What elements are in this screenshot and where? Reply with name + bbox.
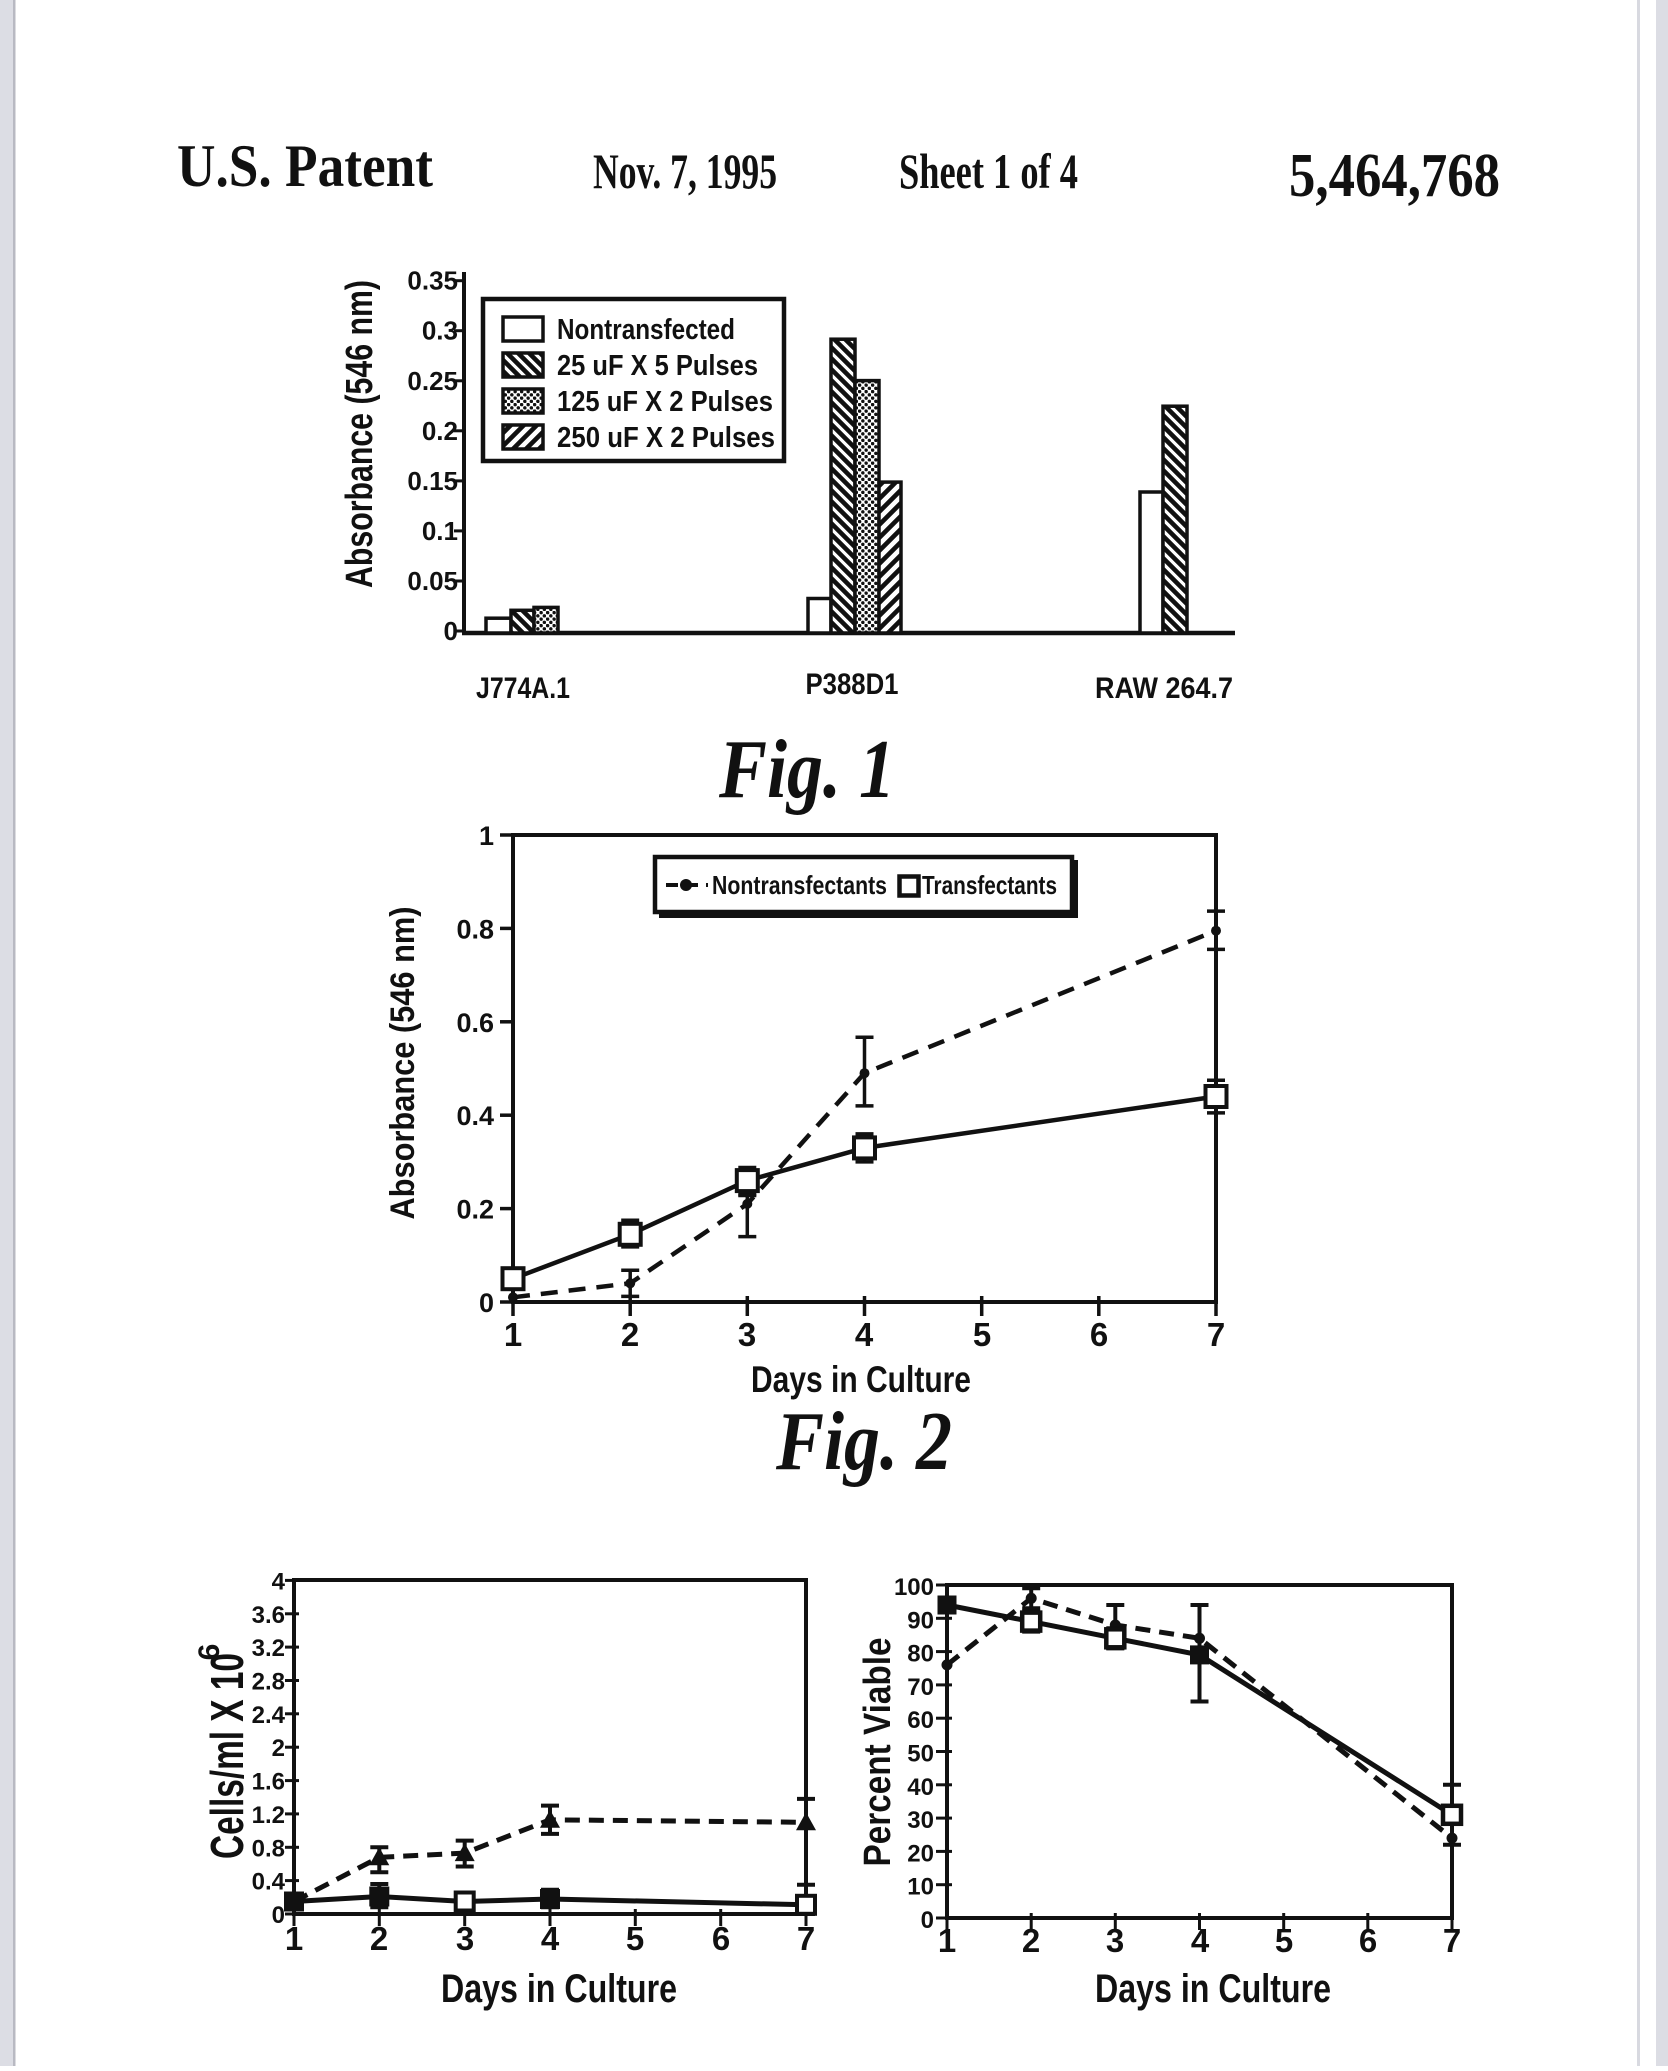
svg-text:0.1: 0.1	[422, 516, 458, 546]
svg-text:0.35: 0.35	[407, 266, 458, 296]
svg-text:Sheet 1 of 4: Sheet 1 of 4	[899, 143, 1078, 199]
svg-text:0.3: 0.3	[422, 316, 458, 346]
svg-text:2: 2	[621, 1316, 639, 1353]
svg-text:0: 0	[479, 1288, 494, 1318]
svg-text:0.6: 0.6	[456, 1008, 494, 1038]
svg-text:0.8: 0.8	[252, 1835, 285, 1862]
svg-text:2: 2	[1022, 1922, 1040, 1959]
svg-text:25 uF X 5 Pulses: 25 uF X 5 Pulses	[557, 350, 758, 382]
svg-text:0.05: 0.05	[407, 566, 458, 596]
svg-text:0.15: 0.15	[407, 466, 458, 496]
svg-text:7: 7	[1207, 1316, 1225, 1353]
svg-text:5: 5	[1275, 1922, 1293, 1959]
svg-text:4: 4	[541, 1920, 560, 1957]
svg-text:Days in Culture: Days in Culture	[1095, 1967, 1331, 2011]
svg-text:0.4: 0.4	[252, 1869, 286, 1896]
svg-text:2: 2	[370, 1920, 388, 1957]
svg-text:6: 6	[1090, 1316, 1108, 1353]
svg-text:0: 0	[921, 1907, 934, 1934]
svg-text:7: 7	[1443, 1922, 1461, 1959]
svg-text:P388D1: P388D1	[806, 668, 899, 701]
svg-text:Absorbance (546 nm): Absorbance (546 nm)	[384, 907, 422, 1220]
svg-text:20: 20	[907, 1840, 934, 1867]
svg-text:Fig. 1: Fig. 1	[718, 723, 895, 816]
svg-text:60: 60	[907, 1707, 934, 1734]
svg-text:1: 1	[938, 1922, 956, 1959]
svg-text:100: 100	[894, 1574, 934, 1601]
svg-text:3: 3	[1106, 1922, 1124, 1959]
svg-text:1: 1	[285, 1920, 303, 1957]
svg-text:10: 10	[907, 1874, 934, 1901]
svg-text:1: 1	[504, 1316, 522, 1353]
svg-text:1.2: 1.2	[252, 1802, 285, 1829]
svg-text:Nontransfected: Nontransfected	[557, 314, 735, 346]
svg-text:5: 5	[626, 1920, 644, 1957]
svg-text:J774A.1: J774A.1	[476, 672, 570, 705]
svg-text:4: 4	[855, 1316, 874, 1353]
svg-text:0.2: 0.2	[422, 416, 458, 446]
svg-text:2: 2	[272, 1735, 285, 1762]
svg-text:Transfectants: Transfectants	[922, 870, 1057, 900]
svg-text:Nov. 7, 1995: Nov. 7, 1995	[593, 143, 777, 199]
svg-text:3.6: 3.6	[252, 1602, 285, 1629]
svg-text:Days in Culture: Days in Culture	[441, 1967, 677, 2011]
svg-text:0.4: 0.4	[456, 1101, 494, 1131]
svg-text:50: 50	[907, 1741, 934, 1768]
svg-text:5: 5	[973, 1316, 991, 1353]
svg-text:3.2: 3.2	[252, 1635, 285, 1662]
svg-text:1.6: 1.6	[252, 1769, 285, 1796]
svg-text:6: 6	[193, 1644, 226, 1661]
svg-text:40: 40	[907, 1774, 934, 1801]
svg-text:0.25: 0.25	[407, 366, 458, 396]
svg-text:2.4: 2.4	[252, 1702, 286, 1729]
svg-text:2.8: 2.8	[252, 1668, 285, 1695]
svg-text:250 uF X 2 Pulses: 250 uF X 2 Pulses	[557, 422, 775, 454]
svg-text:Percent Viable: Percent Viable	[857, 1638, 899, 1867]
svg-text:3: 3	[456, 1920, 474, 1957]
svg-text:5,464,768: 5,464,768	[1289, 142, 1500, 210]
svg-text:30: 30	[907, 1807, 934, 1834]
svg-text:90: 90	[907, 1607, 934, 1634]
svg-text:0.8: 0.8	[456, 914, 494, 944]
svg-text:6: 6	[712, 1920, 730, 1957]
svg-text:Absorbance (546 nm): Absorbance (546 nm)	[339, 280, 381, 588]
svg-text:1: 1	[479, 821, 494, 851]
svg-text:Cells/ml X 10: Cells/ml X 10	[201, 1653, 253, 1859]
svg-text:125 uF X 2 Pulses: 125 uF X 2 Pulses	[557, 386, 773, 418]
svg-text:3: 3	[738, 1316, 756, 1353]
svg-text:0.2: 0.2	[456, 1195, 494, 1225]
svg-text:0: 0	[444, 616, 458, 646]
svg-text:RAW 264.7: RAW 264.7	[1095, 672, 1233, 705]
svg-text:Fig. 2: Fig. 2	[775, 1395, 952, 1488]
svg-text:4: 4	[1191, 1922, 1210, 1959]
svg-text:U.S. Patent: U.S. Patent	[177, 133, 433, 199]
svg-text:7: 7	[797, 1920, 815, 1957]
svg-text:4: 4	[272, 1568, 286, 1595]
svg-text:Nontransfectants: Nontransfectants	[712, 870, 887, 900]
svg-text:0: 0	[272, 1902, 285, 1929]
svg-text:80: 80	[907, 1641, 934, 1668]
svg-text:70: 70	[907, 1674, 934, 1701]
svg-text:6: 6	[1359, 1922, 1377, 1959]
svg-text:Days in Culture: Days in Culture	[751, 1359, 971, 1400]
